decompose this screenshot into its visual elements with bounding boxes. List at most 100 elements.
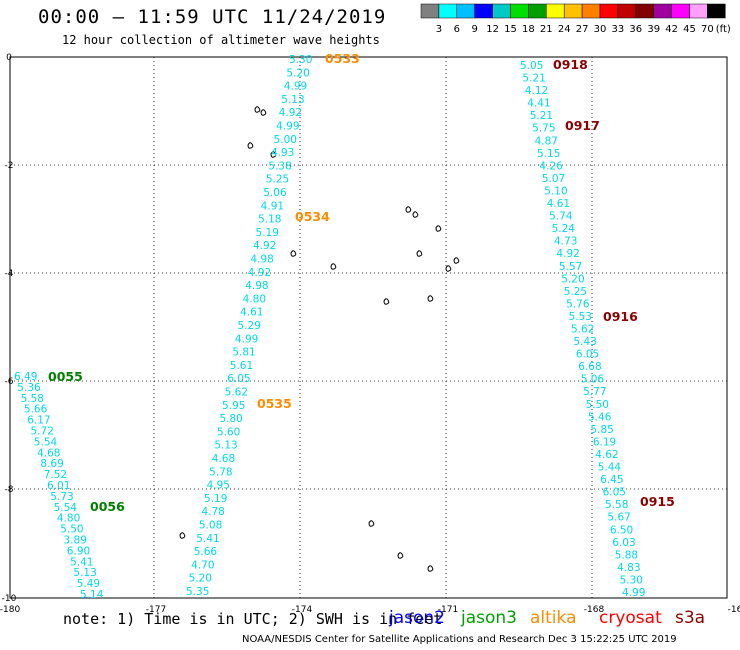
jason3-wave-height-value: 5.58: [21, 393, 44, 405]
jason3-wave-height-value: 5.14: [80, 589, 104, 601]
cryosat-wave-height-value: 6.19: [593, 436, 616, 448]
jason3-wave-height-value: 3.89: [64, 535, 87, 547]
island-outline: [383, 298, 390, 305]
cryosat-wave-height-value: 4.62: [595, 449, 618, 461]
island-outline: [270, 151, 277, 158]
island-outline: [260, 109, 267, 116]
altika-wave-height-value: 4.80: [243, 293, 266, 305]
cryosat-wave-height-value: 4.87: [535, 135, 558, 147]
cryosat-wave-height-value: 5.88: [615, 549, 638, 561]
island-outline: [427, 565, 434, 572]
island-outline: [368, 520, 375, 527]
altika-wave-height-value: 4.91: [261, 200, 284, 212]
jason3-wave-height-value: 5.50: [60, 524, 83, 536]
pass-time-label: 0917: [565, 118, 600, 133]
altika-wave-height-value: 5.62: [225, 387, 248, 399]
altika-wave-height-value: 4.93: [271, 147, 294, 159]
island-outline: [290, 250, 297, 257]
jason3-wave-height-value: 6.90: [67, 545, 90, 557]
altika-wave-height-value: 4.99: [235, 333, 258, 345]
cryosat-wave-height-value: 5.07: [542, 173, 565, 185]
cryosat-wave-height-value: 6.50: [610, 524, 633, 536]
cryosat-wave-height-value: 5.05: [520, 60, 543, 72]
cryosat-wave-height-value: 5.30: [620, 574, 643, 586]
units-note: note: 1) Time is in UTC; 2) SWH is in fe…: [63, 610, 443, 628]
altika-wave-height-value: 5.08: [199, 520, 222, 532]
jason3-wave-height-value: 4.80: [57, 513, 80, 525]
jason3-wave-height-value: 5.73: [50, 491, 73, 503]
cryosat-wave-height-value: 4.92: [556, 248, 579, 260]
cryosat-wave-height-value: 4.99: [622, 587, 645, 599]
cryosat-wave-height-value: 5.77: [583, 386, 606, 398]
latitude-tick-label: -6: [5, 377, 14, 387]
jason3-wave-height-value: 5.49: [77, 578, 100, 590]
pass-time-label: 0535: [257, 396, 292, 411]
cryosat-wave-height-value: 5.10: [544, 185, 567, 197]
cryosat-wave-height-value: 4.73: [554, 236, 577, 248]
longitude-tick-label: -177: [146, 605, 166, 615]
cryosat-wave-height-value: 5.25: [564, 286, 587, 298]
altika-wave-height-value: 5.13: [214, 440, 237, 452]
jason3-wave-height-value: 5.54: [54, 502, 78, 514]
altika-wave-height-value: 5.38: [268, 160, 291, 172]
altika-wave-height-value: 5.18: [258, 214, 281, 226]
altika-wave-height-value: 4.92: [248, 267, 271, 279]
altika-wave-height-value: 4.99: [276, 121, 299, 133]
cryosat-wave-height-value: 5.21: [530, 110, 553, 122]
cryosat-wave-height-value: 6.03: [612, 537, 635, 549]
cryosat-wave-height-value: 5.43: [573, 336, 596, 348]
satellite-jason3-label: jason3: [461, 608, 517, 628]
cryosat-wave-height-value: 5.24: [552, 223, 576, 235]
island-outline: [412, 211, 419, 218]
island-outline: [427, 295, 434, 302]
cryosat-wave-height-value: 5.76: [566, 298, 590, 310]
jason3-wave-height-value: 4.68: [37, 447, 60, 459]
altika-wave-height-value: 5.20: [286, 67, 309, 79]
cryosat-wave-height-value: 6.68: [578, 361, 601, 373]
altika-wave-height-value: 5.61: [230, 360, 253, 372]
altika-wave-height-value: 5.25: [266, 174, 289, 186]
jason3-wave-height-value: 8.69: [40, 458, 63, 470]
altika-wave-height-value: 4.98: [250, 254, 273, 266]
jason3-wave-height-value: 6.17: [27, 415, 50, 427]
altika-wave-height-value: 5.41: [196, 533, 219, 545]
cryosat-wave-height-value: 4.26: [539, 160, 563, 172]
map-frame: [9, 56, 728, 599]
island-outline: [179, 532, 186, 539]
altika-wave-height-value: 4.92: [279, 107, 302, 119]
jason3-wave-height-value: 7.52: [44, 469, 67, 481]
island-outline: [416, 250, 423, 257]
island-outline: [254, 106, 261, 113]
longitude-tick-label: -174: [292, 605, 313, 615]
cryosat-wave-height-value: 5.44: [598, 462, 622, 474]
satellite-s3a-label: s3a: [675, 608, 706, 628]
longitude-tick-label: -168: [584, 605, 605, 615]
latitude-tick-label: -10: [2, 594, 17, 604]
island-outline: [330, 263, 337, 270]
pass-time-label: 0534: [295, 209, 330, 224]
longitude-tick-label: -16: [728, 605, 740, 615]
cryosat-wave-height-value: 6.05: [576, 349, 599, 361]
altika-wave-height-value: 4.78: [201, 506, 224, 518]
cryosat-wave-height-value: 5.74: [549, 211, 573, 223]
altika-wave-height-value: 5.80: [219, 413, 242, 425]
cryosat-wave-height-value: 5.58: [605, 499, 628, 511]
altika-wave-height-value: 5.19: [204, 493, 227, 505]
footer-credit: NOAA/NESDIS Center for Satellite Applica…: [242, 634, 677, 645]
jason3-wave-height-value: 6.01: [47, 480, 70, 492]
cryosat-wave-height-value: 6.45: [600, 474, 623, 486]
cryosat-wave-height-value: 6.05: [603, 487, 626, 499]
altika-wave-height-value: 4.98: [245, 280, 268, 292]
island-outline: [435, 225, 442, 232]
altika-wave-height-value: 4.95: [207, 480, 230, 492]
altika-wave-height-value: 4.92: [253, 240, 276, 252]
cryosat-wave-height-value: 5.53: [569, 311, 592, 323]
jason3-wave-height-value: 5.13: [73, 567, 96, 579]
cryosat-wave-height-value: 4.41: [527, 98, 550, 110]
cryosat-wave-height-value: 5.15: [537, 148, 560, 160]
longitude-tick-label: -171: [438, 605, 458, 615]
cryosat-wave-height-value: 5.06: [581, 374, 605, 386]
altika-wave-height-value: 4.68: [212, 453, 235, 465]
cryosat-wave-height-value: 5.62: [571, 324, 594, 336]
